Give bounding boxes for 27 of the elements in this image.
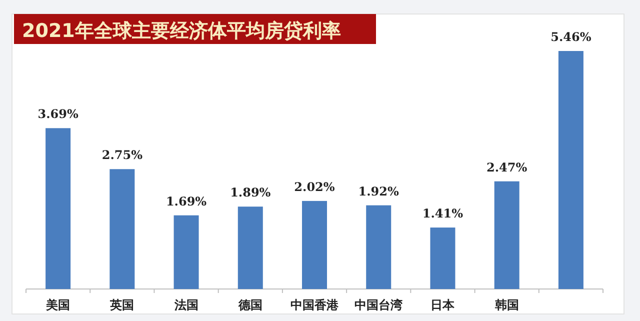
bar xyxy=(174,215,199,289)
x-tick-label: 中国台湾 xyxy=(354,298,403,312)
x-tick-label: 韩国 xyxy=(494,298,519,312)
data-label: 2.02% xyxy=(294,180,336,194)
bar xyxy=(302,200,327,289)
bar xyxy=(558,51,584,289)
bar xyxy=(366,205,392,289)
x-tick-label: 英国 xyxy=(109,298,134,312)
bar xyxy=(46,128,71,289)
data-label: 1.41% xyxy=(422,206,464,221)
x-tick-label: 美国 xyxy=(45,298,70,312)
data-label: 3.69% xyxy=(38,107,79,122)
bar xyxy=(238,206,263,289)
data-label: 2.47% xyxy=(486,160,528,174)
data-label: 2.75% xyxy=(102,148,144,162)
data-label: 1.92% xyxy=(358,184,400,198)
x-tick-label: 法国 xyxy=(173,298,198,312)
x-tick-label: 中国香港 xyxy=(290,298,340,312)
bar xyxy=(430,228,456,289)
bar xyxy=(494,181,520,289)
bar xyxy=(110,169,135,289)
x-tick-label: 日本 xyxy=(430,298,456,312)
data-label: 1.69% xyxy=(166,194,208,208)
chart-title: 2021年全球主要经济体平均房贷利率 xyxy=(22,20,341,42)
data-label: 5.46% xyxy=(550,30,592,44)
data-label: 1.89% xyxy=(230,186,272,200)
x-tick-label: 德国 xyxy=(237,298,262,312)
